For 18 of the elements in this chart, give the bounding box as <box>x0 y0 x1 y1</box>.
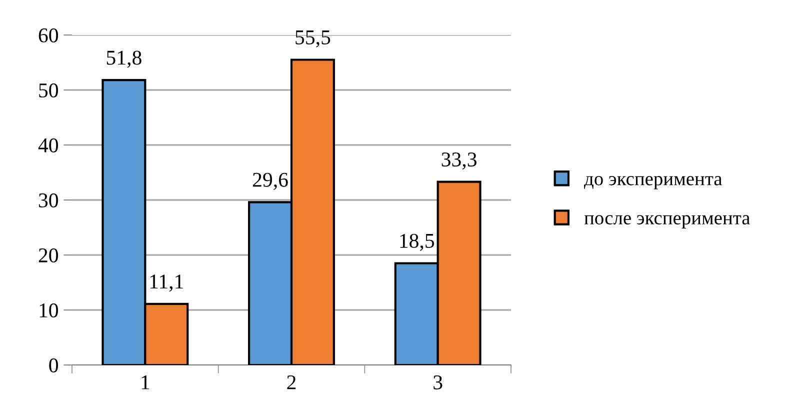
data-label: 18,5 <box>400 234 434 251</box>
data-label: 33,3 <box>442 152 476 170</box>
data-label: 51,8 <box>106 50 142 68</box>
y-tick-label: 30 <box>38 193 58 208</box>
data-label: 55,5 <box>296 30 330 48</box>
data-label: 11,1 <box>150 274 183 292</box>
x-tick-label: 2 <box>287 375 296 390</box>
legend-label: после эксперимента <box>584 215 750 228</box>
legend-label: до эксперимента <box>584 176 722 190</box>
y-tick-label: 20 <box>38 248 58 262</box>
y-tick-label: 60 <box>38 28 58 42</box>
x-tick-label: 3 <box>434 375 442 390</box>
y-tick-label: 50 <box>39 83 58 98</box>
data-label: 29,6 <box>252 172 288 190</box>
y-tick-label: 40 <box>38 138 58 152</box>
y-tick-label: 10 <box>40 303 58 318</box>
y-tick-label: 0 <box>49 358 58 372</box>
x-tick-label: 1 <box>142 375 150 390</box>
